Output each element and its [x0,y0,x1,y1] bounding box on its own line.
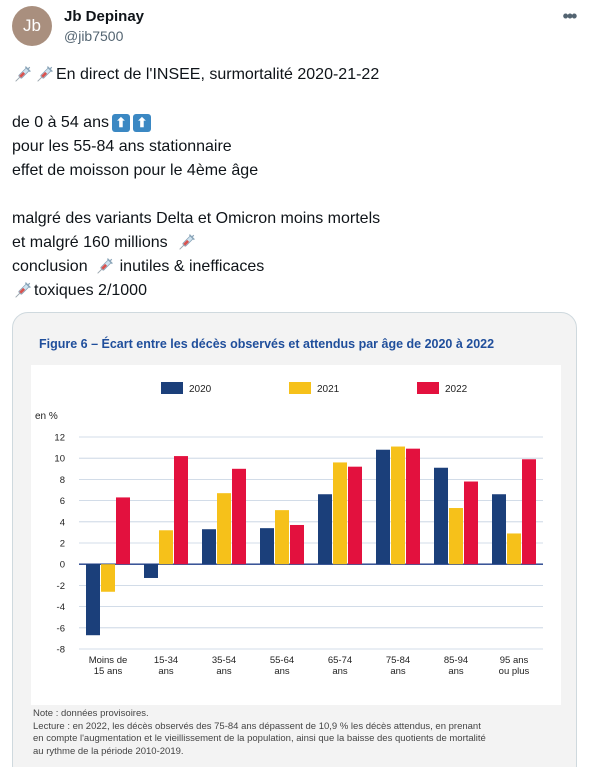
up-arrow-icon: ⬆ [111,114,130,132]
bar [376,449,390,565]
tweet-image[interactable]: Figure 6 – Écart entre les décès observé… [12,312,577,767]
author-handle[interactable]: @jib7500 [64,28,124,44]
bar [449,508,463,565]
x-tick-label: ans [158,666,174,677]
x-tick-label: 85-94 [444,655,468,666]
figure-lecture: en compte l'augmentation et le vieilliss… [33,733,486,744]
bar [522,459,536,565]
syringe-icon [12,63,34,87]
x-tick-label: ans [332,666,348,677]
x-tick-label: ans [448,666,464,677]
bar [217,493,231,565]
x-tick-label: 15 ans [94,666,123,677]
tweet-text: En direct de l'INSEE, surmortalité 2020-… [12,63,572,303]
bar [260,528,274,565]
bar [86,564,100,636]
y-tick-label: -2 [57,581,65,592]
tweet-line: conclusion inutiles & inefficaces [12,255,572,279]
bar [406,448,420,565]
figure-notes: Note : données provisoires. Lecture : en… [33,708,568,758]
syringe-icon [176,231,198,255]
bar [232,468,246,565]
legend-swatch [417,382,439,394]
x-tick-label: Moins de [89,655,128,666]
y-tick-label: 10 [54,454,65,465]
y-tick-label: 4 [60,517,65,528]
x-tick-label: 55-64 [270,655,294,666]
bar [464,481,478,565]
y-axis-label: en % [35,411,58,422]
tweet-line: malgré des variants Delta et Omicron moi… [12,207,572,231]
syringe-icon [94,255,116,279]
y-tick-label: -6 [57,623,65,634]
x-tick-label: ans [390,666,406,677]
legend-swatch [289,382,311,394]
legend-label: 2022 [445,384,468,395]
more-icon[interactable]: ••• [562,5,578,26]
bar [202,529,216,565]
tweet-line: effet de moisson pour le 4ème âge [12,159,572,183]
bar [101,564,115,592]
x-tick-label: 65-74 [328,655,352,666]
y-tick-label: 8 [60,475,65,486]
bar [144,564,158,578]
legend-label: 2021 [317,384,340,395]
figure-lecture: Lecture : en 2022, les décès observés de… [33,720,481,732]
bar [116,497,130,565]
bar [348,466,362,565]
tweet-line-text: toxiques 2/1000 [34,282,147,299]
tweet-line: En direct de l'INSEE, surmortalité 2020-… [12,63,572,87]
x-tick-label: 75-84 [386,655,410,666]
tweet-line-text: En direct de l'INSEE, surmortalité 2020-… [56,66,380,83]
bar-chart: 2020 2021 2022 en % -8 -6 -4 -2 0 2 4 6 8 10 12 Moins d… [35,382,543,677]
tweet-line: toxiques 2/1000 [12,279,572,303]
tweet-line-text: inutiles & inefficaces [119,258,265,275]
figure-lecture: au rythme de la période 2010-2019. [33,745,184,757]
author-name[interactable]: Jb Depinay [64,8,145,25]
bar [318,494,332,565]
x-tick-label: ans [216,666,232,677]
bar [492,494,506,565]
avatar[interactable]: Jb [12,6,52,46]
tweet-line-text: conclusion [12,258,88,275]
chart-container: 2020 2021 2022 en % -8 -6 -4 -2 0 2 4 6 8 10 12 Moins d… [31,365,561,705]
y-tick-label: 0 [60,560,65,571]
tweet-line-text: et malgré 160 millions [12,234,168,251]
syringe-icon [34,63,56,87]
tweet-line-text: de 0 à 54 ans [12,114,109,131]
tweet-line-text: pour les 55-84 ans stationnaire [12,138,232,155]
bar [434,467,448,565]
bar [391,446,405,565]
bar [290,524,304,565]
x-tick-label: ou plus [499,666,530,677]
y-tick-label: -8 [57,645,65,656]
bar [275,510,289,565]
y-tick-label: 12 [54,433,65,444]
up-arrow-icon: ⬆ [132,114,151,132]
tweet-line: pour les 55-84 ans stationnaire [12,135,572,159]
tweet-line-text: malgré des variants Delta et Omicron moi… [12,210,381,227]
x-tick-label: ans [274,666,290,677]
x-tick-label: 15-34 [154,655,178,666]
bar [333,462,347,565]
x-tick-label: 35-54 [212,655,236,666]
bar [507,533,521,565]
tweet-line: de 0 à 54 ans ⬆ ⬆ [12,111,572,135]
x-tick-label: 95 ans [500,655,529,666]
y-tick-label: -4 [57,602,65,613]
legend-swatch [161,382,183,394]
figure-title: Figure 6 – Écart entre les décès observé… [39,337,495,351]
legend-label: 2020 [189,384,212,395]
syringe-icon [12,279,34,303]
figure-note: Note : données provisoires. [33,708,149,719]
bar [174,456,188,565]
y-tick-label: 2 [60,539,65,550]
tweet-line: et malgré 160 millions [12,231,572,255]
bar [159,530,173,565]
y-tick-label: 6 [60,496,65,507]
tweet-line-text: effet de moisson pour le 4ème âge [12,162,259,179]
